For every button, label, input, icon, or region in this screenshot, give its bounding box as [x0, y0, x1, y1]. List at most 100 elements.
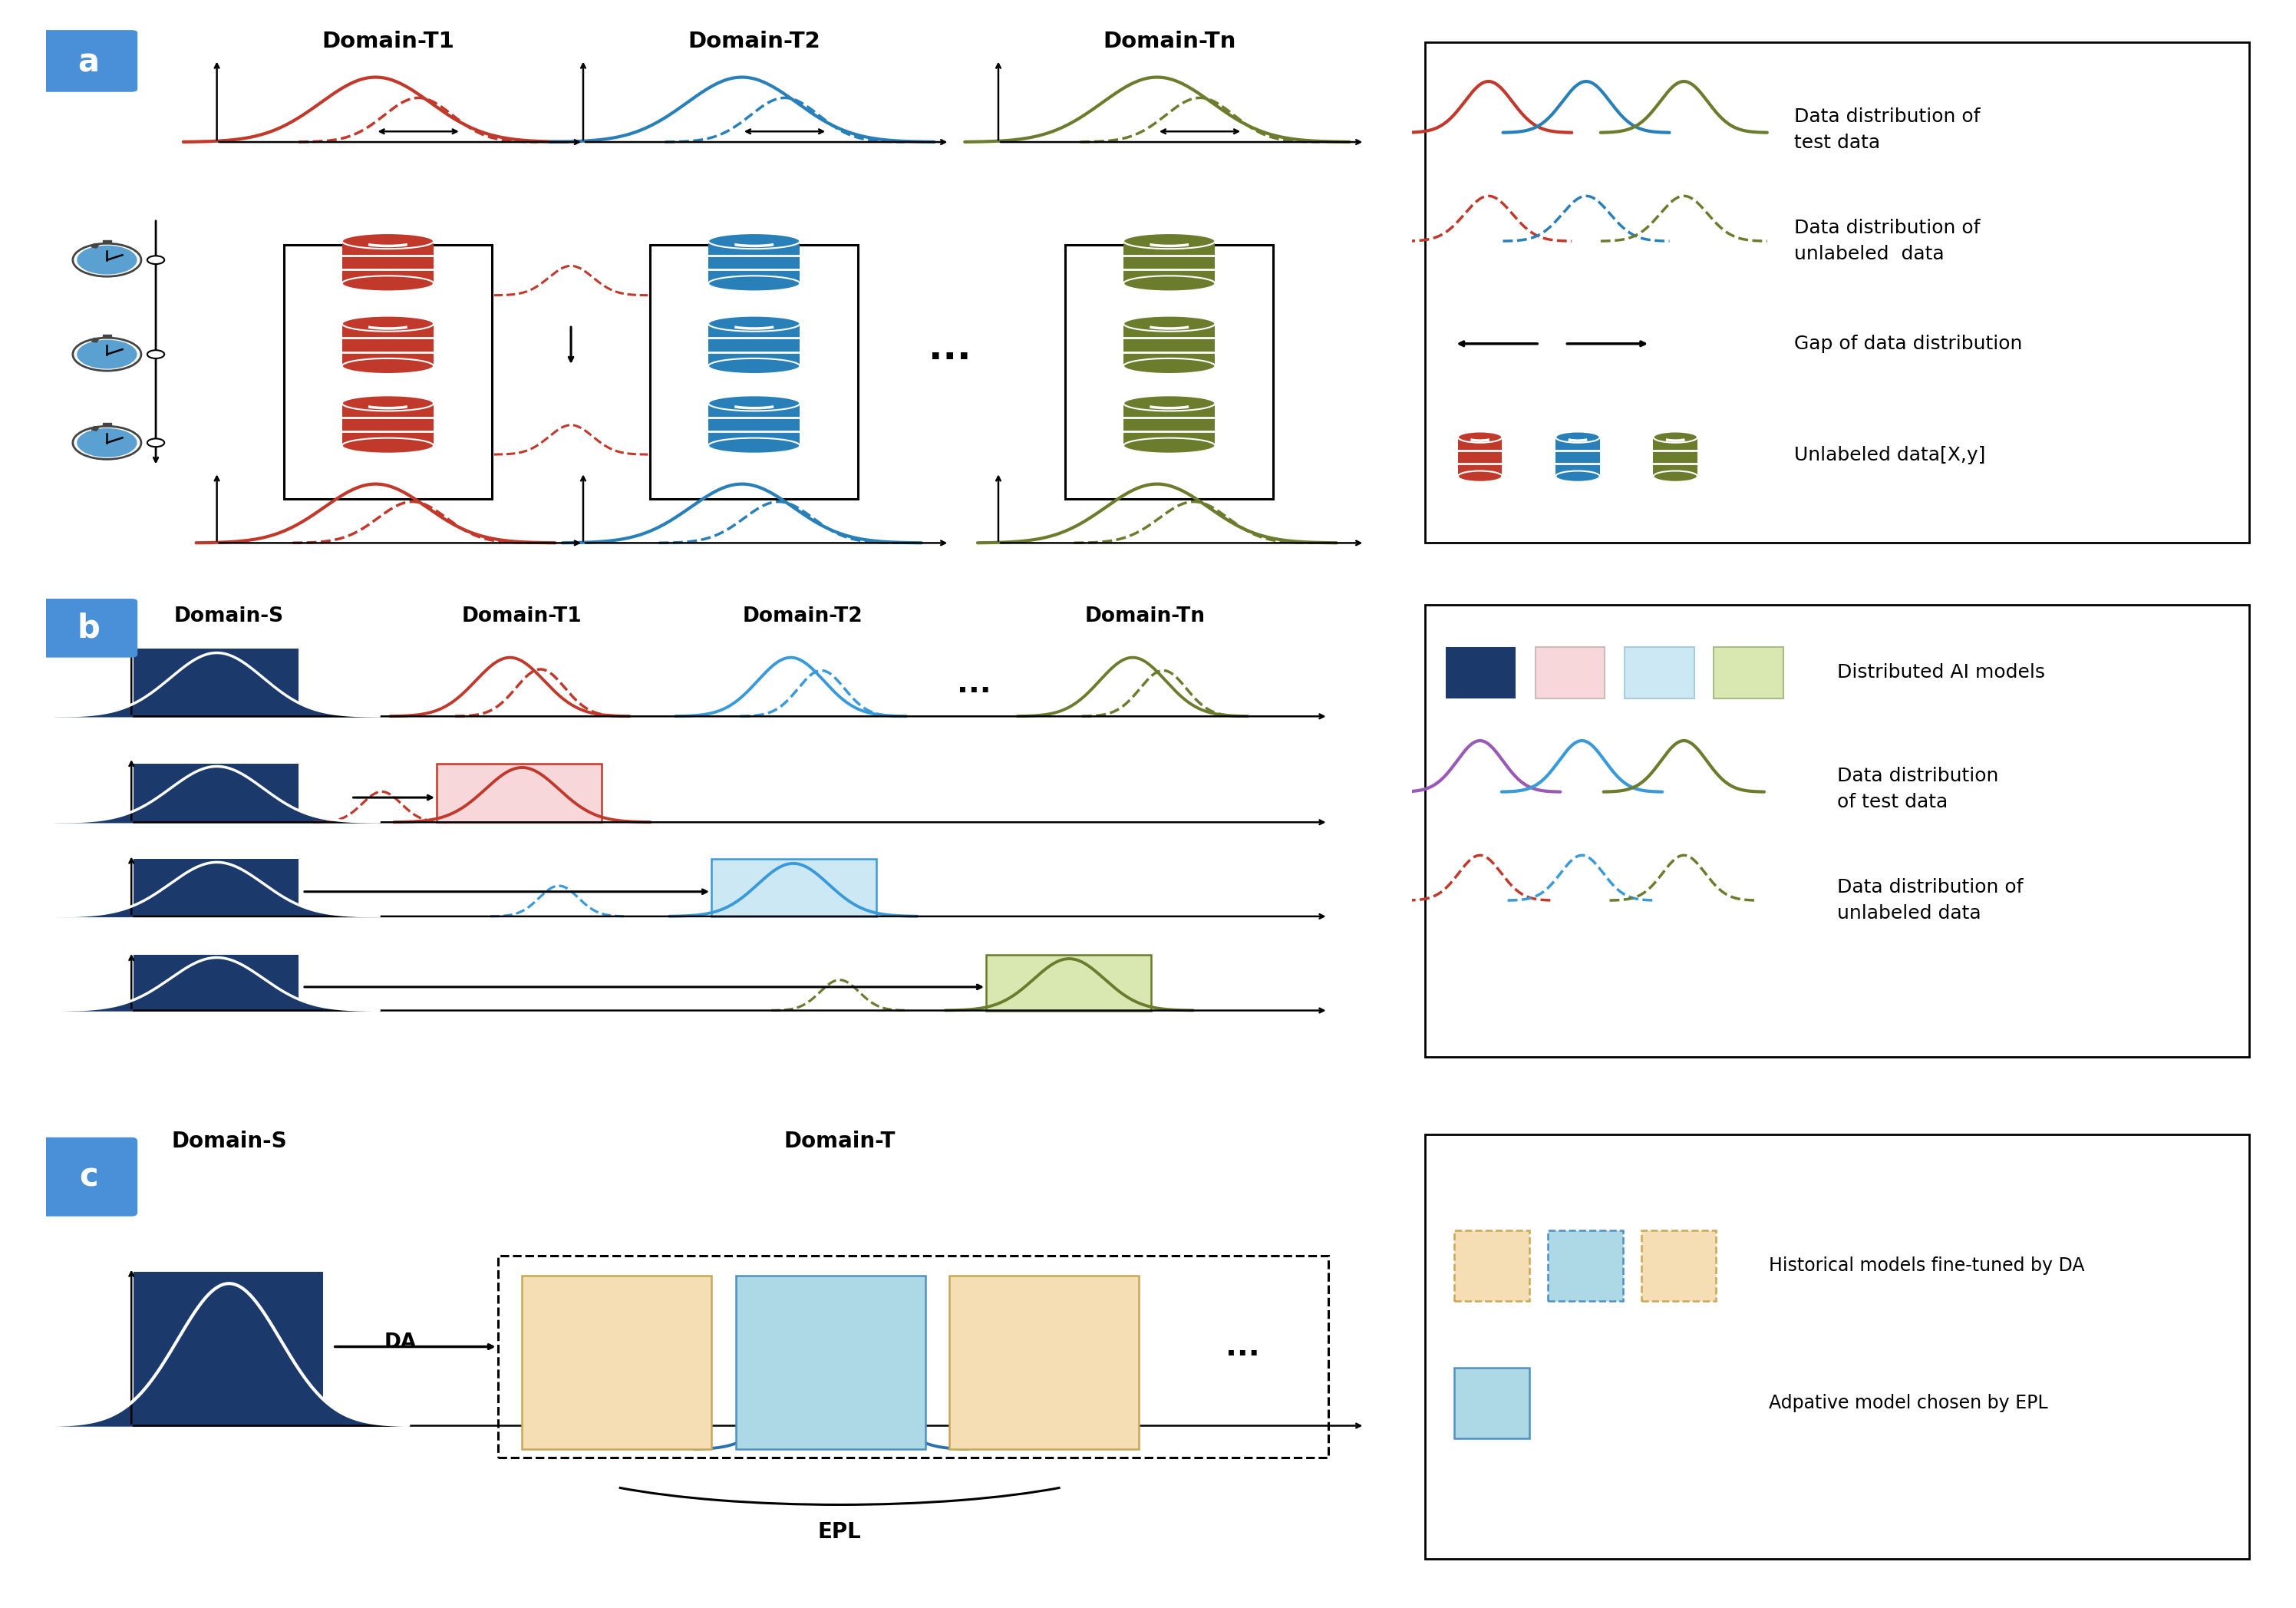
Bar: [951, 1275, 1139, 1449]
Bar: [709, 323, 799, 367]
Circle shape: [147, 256, 165, 264]
Text: Domain-Tn: Domain-Tn: [1102, 31, 1235, 53]
Bar: [735, 1275, 925, 1449]
Ellipse shape: [1653, 431, 1697, 442]
Ellipse shape: [709, 315, 799, 331]
Ellipse shape: [342, 437, 434, 453]
Ellipse shape: [1653, 471, 1697, 482]
Ellipse shape: [1123, 437, 1215, 453]
Text: ...: ...: [1226, 1331, 1261, 1362]
Bar: [1536, 646, 1605, 698]
FancyBboxPatch shape: [650, 244, 859, 498]
Bar: [1123, 241, 1215, 283]
FancyBboxPatch shape: [1065, 244, 1272, 498]
Bar: [436, 764, 602, 822]
Ellipse shape: [342, 277, 434, 291]
Text: Domain-T2: Domain-T2: [744, 606, 863, 626]
Text: Domain-T2: Domain-T2: [689, 31, 820, 53]
Text: a: a: [78, 47, 99, 79]
Bar: [987, 955, 1150, 1010]
FancyBboxPatch shape: [1426, 1134, 2248, 1560]
Ellipse shape: [709, 233, 799, 249]
Bar: [133, 859, 298, 917]
Bar: [133, 955, 298, 1010]
Text: Distributed AI models: Distributed AI models: [1837, 664, 2046, 682]
Bar: [709, 404, 799, 445]
Ellipse shape: [1557, 471, 1600, 482]
Circle shape: [147, 351, 165, 359]
FancyBboxPatch shape: [39, 1137, 138, 1216]
Bar: [342, 404, 434, 445]
Text: Gap of data distribution: Gap of data distribution: [1795, 334, 2023, 352]
Text: Historical models fine-tuned by DA: Historical models fine-tuned by DA: [1768, 1257, 2085, 1275]
Bar: [1557, 437, 1600, 476]
Circle shape: [147, 439, 165, 447]
Circle shape: [73, 243, 140, 277]
Bar: [709, 241, 799, 283]
Bar: [712, 859, 877, 917]
FancyBboxPatch shape: [39, 598, 138, 658]
Circle shape: [76, 428, 138, 457]
Ellipse shape: [1123, 359, 1215, 373]
Bar: [133, 764, 298, 822]
Ellipse shape: [1458, 431, 1502, 442]
Ellipse shape: [342, 359, 434, 373]
Ellipse shape: [342, 315, 434, 331]
Ellipse shape: [709, 396, 799, 412]
Text: ...: ...: [928, 330, 971, 367]
Text: Domain-S: Domain-S: [174, 606, 285, 626]
Text: c: c: [78, 1161, 99, 1193]
Bar: [92, 244, 99, 248]
Bar: [1626, 646, 1694, 698]
Ellipse shape: [1123, 315, 1215, 331]
Ellipse shape: [1123, 396, 1215, 412]
Bar: [133, 1272, 324, 1426]
Bar: [342, 241, 434, 283]
Bar: [103, 334, 110, 338]
Circle shape: [76, 339, 138, 368]
Bar: [1456, 1230, 1529, 1301]
Text: Data distribution of
unlabeled  data: Data distribution of unlabeled data: [1795, 219, 1981, 264]
Ellipse shape: [709, 437, 799, 453]
FancyBboxPatch shape: [285, 244, 491, 498]
Bar: [92, 338, 99, 343]
Bar: [342, 323, 434, 367]
Text: Domain-T1: Domain-T1: [461, 606, 583, 626]
Bar: [1123, 323, 1215, 367]
Circle shape: [73, 426, 140, 460]
FancyBboxPatch shape: [1426, 605, 2248, 1058]
Text: Adpative model chosen by EPL: Adpative model chosen by EPL: [1768, 1394, 2048, 1412]
Ellipse shape: [709, 277, 799, 291]
Ellipse shape: [1458, 471, 1502, 482]
Bar: [103, 241, 110, 243]
Text: Domain-Tn: Domain-Tn: [1084, 606, 1205, 626]
Text: Domain-T: Domain-T: [783, 1130, 895, 1151]
Text: Domain-T1: Domain-T1: [321, 31, 455, 53]
Ellipse shape: [342, 396, 434, 412]
Ellipse shape: [1123, 233, 1215, 249]
Bar: [92, 426, 99, 431]
Text: Unlabeled data[X,y]: Unlabeled data[X,y]: [1795, 445, 1986, 465]
Bar: [1458, 437, 1502, 476]
Bar: [1548, 1230, 1623, 1301]
Text: Domain-S: Domain-S: [172, 1130, 287, 1151]
Text: ...: ...: [957, 669, 992, 698]
Ellipse shape: [342, 233, 434, 249]
Circle shape: [73, 338, 140, 371]
Text: DA: DA: [383, 1333, 416, 1352]
Bar: [1642, 1230, 1715, 1301]
Bar: [1446, 646, 1515, 698]
Text: Data distribution
of test data: Data distribution of test data: [1837, 767, 1998, 810]
Circle shape: [76, 246, 138, 275]
Text: EPL: EPL: [817, 1521, 861, 1544]
Bar: [133, 648, 298, 716]
Bar: [1123, 404, 1215, 445]
Ellipse shape: [1123, 277, 1215, 291]
Text: Data distribution of
test data: Data distribution of test data: [1795, 108, 1981, 151]
FancyBboxPatch shape: [1426, 42, 2248, 542]
Bar: [521, 1275, 712, 1449]
Bar: [1713, 646, 1784, 698]
Bar: [103, 423, 110, 426]
FancyBboxPatch shape: [39, 31, 138, 92]
Bar: [1653, 437, 1697, 476]
